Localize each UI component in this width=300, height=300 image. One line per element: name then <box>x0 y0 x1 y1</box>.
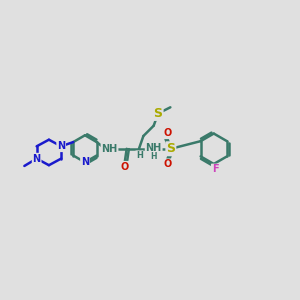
Text: N: N <box>33 154 41 164</box>
Text: NH: NH <box>146 143 162 153</box>
Text: S: S <box>154 107 163 120</box>
Text: S: S <box>167 142 176 155</box>
Text: O: O <box>121 162 129 172</box>
Text: O: O <box>163 159 171 169</box>
Text: H: H <box>150 152 157 161</box>
Text: NH: NH <box>101 144 118 154</box>
Text: O: O <box>163 128 171 138</box>
Text: H: H <box>136 151 143 160</box>
Text: N: N <box>57 141 65 151</box>
Text: N: N <box>81 157 89 167</box>
Text: F: F <box>212 164 218 174</box>
